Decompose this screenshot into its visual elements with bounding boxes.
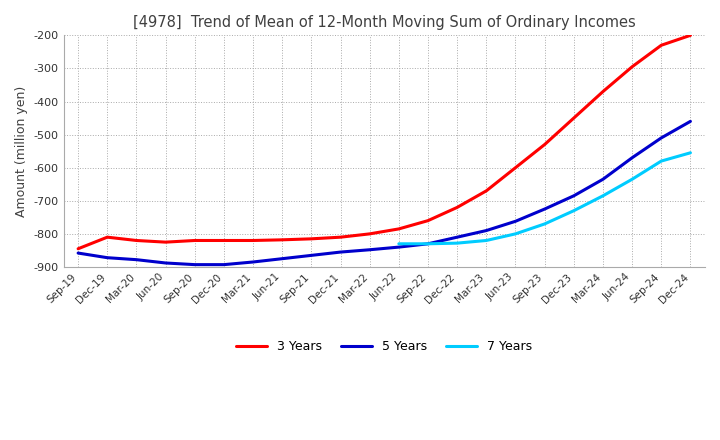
5 Years bbox=[598, 176, 607, 182]
3 Years bbox=[307, 236, 315, 242]
5 Years bbox=[278, 256, 287, 261]
3 Years bbox=[103, 235, 112, 240]
5 Years bbox=[395, 245, 403, 250]
Line: 7 Years: 7 Years bbox=[399, 153, 690, 244]
5 Years bbox=[161, 260, 170, 266]
5 Years bbox=[103, 255, 112, 260]
Y-axis label: Amount (million yen): Amount (million yen) bbox=[15, 85, 28, 217]
5 Years bbox=[132, 257, 140, 262]
Title: [4978]  Trend of Mean of 12-Month Moving Sum of Ordinary Incomes: [4978] Trend of Mean of 12-Month Moving … bbox=[133, 15, 636, 30]
7 Years bbox=[423, 241, 432, 246]
5 Years bbox=[540, 206, 549, 212]
3 Years bbox=[132, 238, 140, 243]
3 Years bbox=[453, 205, 462, 210]
3 Years bbox=[540, 142, 549, 147]
5 Years bbox=[657, 135, 665, 140]
3 Years bbox=[628, 64, 636, 70]
5 Years bbox=[570, 193, 578, 198]
7 Years bbox=[628, 176, 636, 182]
7 Years bbox=[395, 241, 403, 246]
5 Years bbox=[686, 119, 695, 124]
3 Years bbox=[190, 238, 199, 243]
7 Years bbox=[598, 193, 607, 198]
5 Years bbox=[74, 250, 83, 256]
7 Years bbox=[570, 208, 578, 213]
5 Years bbox=[220, 262, 228, 267]
5 Years bbox=[511, 219, 520, 224]
Line: 3 Years: 3 Years bbox=[78, 35, 690, 249]
7 Years bbox=[482, 238, 490, 243]
3 Years bbox=[278, 237, 287, 242]
3 Years bbox=[248, 238, 257, 243]
5 Years bbox=[307, 253, 315, 258]
3 Years bbox=[482, 188, 490, 194]
5 Years bbox=[482, 228, 490, 233]
3 Years bbox=[598, 89, 607, 94]
5 Years bbox=[628, 155, 636, 161]
3 Years bbox=[365, 231, 374, 237]
3 Years bbox=[570, 115, 578, 121]
5 Years bbox=[453, 235, 462, 240]
3 Years bbox=[423, 218, 432, 223]
3 Years bbox=[395, 226, 403, 231]
5 Years bbox=[423, 241, 432, 246]
5 Years bbox=[190, 262, 199, 267]
5 Years bbox=[365, 247, 374, 253]
7 Years bbox=[686, 150, 695, 155]
3 Years bbox=[686, 33, 695, 38]
5 Years bbox=[336, 249, 345, 255]
7 Years bbox=[453, 241, 462, 246]
Legend: 3 Years, 5 Years, 7 Years: 3 Years, 5 Years, 7 Years bbox=[231, 335, 538, 358]
3 Years bbox=[74, 246, 83, 251]
3 Years bbox=[161, 239, 170, 245]
3 Years bbox=[657, 43, 665, 48]
7 Years bbox=[511, 231, 520, 237]
3 Years bbox=[220, 238, 228, 243]
Line: 5 Years: 5 Years bbox=[78, 121, 690, 264]
5 Years bbox=[248, 259, 257, 264]
7 Years bbox=[540, 221, 549, 227]
3 Years bbox=[336, 235, 345, 240]
7 Years bbox=[657, 158, 665, 164]
3 Years bbox=[511, 165, 520, 170]
